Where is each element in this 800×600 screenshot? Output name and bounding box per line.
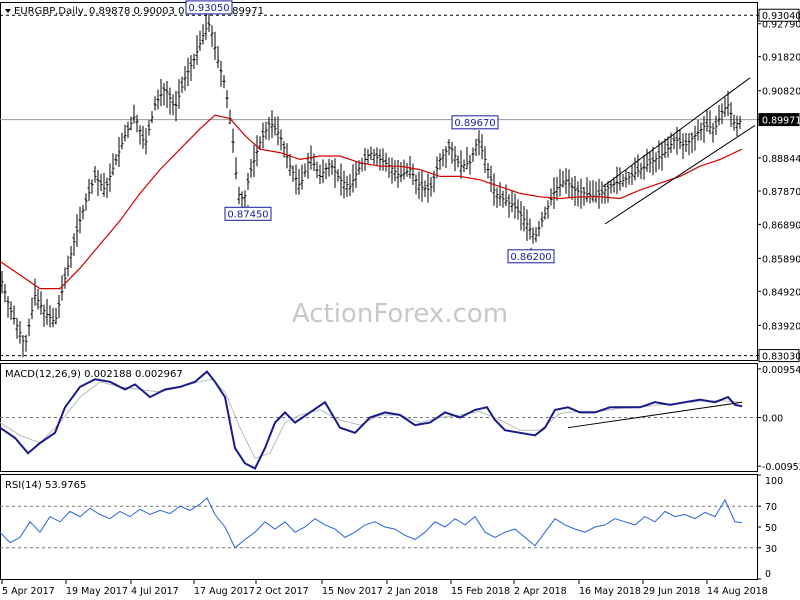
- y-tick-label: 0.00954: [762, 365, 800, 376]
- x-tick-label: 2 Jan 2018: [387, 586, 438, 597]
- macd-trendline: [567, 401, 743, 429]
- annotation-label: 0.86200: [510, 252, 551, 263]
- x-tick-label: 19 May 2017: [66, 586, 128, 597]
- annotation-label: 0.89670: [454, 118, 495, 129]
- annotation-box: [224, 206, 272, 221]
- x-tick-label: 15 Feb 2018: [451, 586, 510, 597]
- macd-signal-line: [0, 378, 743, 459]
- y-tick-label: 0.84920: [762, 287, 800, 298]
- rsi-label: RSI(14) 53.9765: [5, 480, 86, 491]
- channel-upper-line: [602, 77, 751, 188]
- price-marker-label: 0.83030: [762, 352, 800, 363]
- price-marker-box: [758, 8, 800, 22]
- y-tick-label: 0.85890: [762, 254, 800, 265]
- y-tick-label: 0.00: [762, 414, 783, 425]
- x-tick-label: 2 Oct 2017: [256, 586, 309, 597]
- x-tick-label: 17 Aug 2017: [194, 586, 255, 597]
- price-pane-frame: [0, 2, 758, 361]
- price-marker-label: 0.89971: [762, 116, 800, 127]
- moving-average-line: [0, 114, 743, 290]
- y-tick-label: 0.90820: [762, 87, 800, 98]
- price-pane: 0.93050 0.87450 0.89670 0.86200 0.92790 0.918…: [0, 0, 800, 363]
- watermark: ActionForex.com: [292, 299, 508, 329]
- annotation-box: [507, 249, 555, 264]
- x-tick-label: 29 Jun 2018: [643, 586, 700, 597]
- price-marker-label: 0.93040: [762, 11, 800, 22]
- y-tick-label: 0.92790: [762, 20, 800, 31]
- y-tick-label: 70: [765, 502, 777, 513]
- y-tick-label: 100: [765, 476, 783, 487]
- x-axis: 5 Apr 2017 19 May 2017 4 Jul 2017 17 Aug 20…: [1, 580, 768, 597]
- dropdown-triangle-icon[interactable]: [5, 9, 11, 13]
- macd-label: MACD(12,26,9) 0.002188 0.002967: [5, 369, 183, 380]
- price-bars: [0, 12, 742, 358]
- x-tick-label: 14 Aug 2018: [707, 586, 768, 597]
- rsi-line: [0, 497, 743, 549]
- macd-pane: 0.00954 0.00 -0.009538: [0, 365, 800, 473]
- y-tick-label: 0.88844: [762, 154, 800, 165]
- annotation-box: [451, 115, 499, 130]
- x-tick-label: 16 May 2018: [579, 586, 641, 597]
- y-tick-label: 30: [765, 544, 777, 555]
- price-marker-box: [758, 113, 800, 127]
- y-tick-label: 0.86890: [762, 220, 800, 231]
- y-tick-label: 0.87870: [762, 187, 800, 198]
- y-tick-label: 50: [765, 523, 777, 534]
- annotation-label: 0.93050: [188, 3, 229, 14]
- y-tick-label: -0.009538: [762, 462, 800, 473]
- y-tick-label: 0: [765, 569, 771, 580]
- annotation-label: 0.87450: [227, 209, 268, 220]
- x-tick-label: 2 Apr 2018: [514, 586, 567, 597]
- annotation-box: [185, 0, 233, 15]
- macd-line: [0, 370, 743, 470]
- price-marker-box: [758, 349, 800, 363]
- y-tick-label: 0.91820: [762, 53, 800, 64]
- y-tick-label: 0.83920: [762, 321, 800, 332]
- x-tick-label: 5 Apr 2017: [2, 586, 55, 597]
- symbol-label: EURGBP,Daily: [14, 6, 84, 17]
- rsi-pane: 100 70 50 30 0: [0, 474, 783, 580]
- channel-lower-line: [604, 124, 756, 225]
- x-tick-label: 4 Jul 2017: [131, 586, 179, 597]
- x-tick-label: 15 Nov 2017: [322, 586, 383, 597]
